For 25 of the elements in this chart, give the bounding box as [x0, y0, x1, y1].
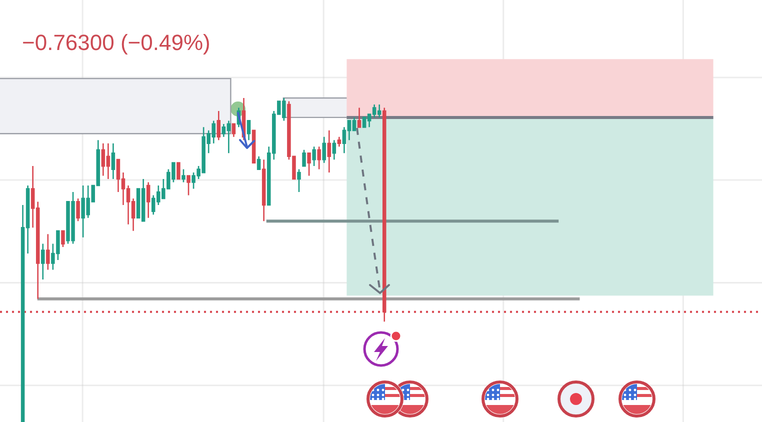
text: −0.76300 (−0.49%)	[22, 30, 210, 55]
candlestick	[317, 146, 321, 170]
candlestick	[312, 146, 316, 167]
candlestick	[146, 182, 150, 219]
candlestick	[61, 230, 65, 248]
candlestick	[322, 136, 326, 164]
candlestick	[337, 136, 342, 148]
candlestick	[327, 130, 332, 174]
candlestick	[111, 142, 116, 180]
candlestick	[357, 107, 362, 128]
candlestick	[262, 158, 266, 222]
candlestick	[256, 156, 261, 170]
candlestick	[176, 162, 180, 180]
candlestick	[332, 139, 336, 160]
candlestick	[41, 243, 45, 280]
candlestick	[186, 175, 190, 196]
candlestick	[46, 233, 50, 270]
candlestick	[216, 110, 221, 141]
candlestick	[307, 152, 311, 176]
candlestick	[76, 198, 80, 222]
candlestick	[182, 168, 186, 183]
candlestick	[232, 123, 236, 138]
candlestick	[246, 120, 251, 141]
candlestick	[297, 168, 301, 193]
candlestick	[302, 149, 306, 167]
